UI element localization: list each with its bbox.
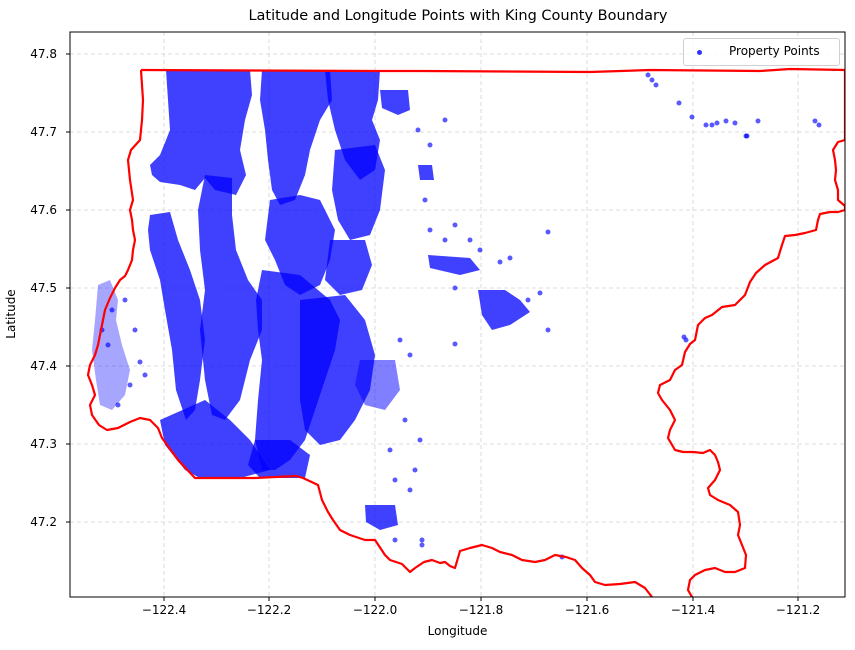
y-tick-label: 47.6 [30,203,57,217]
county-boundary-south [86,69,653,597]
y-tick-label: 47.7 [30,125,57,139]
county-boundary [140,67,845,597]
y-tick-label: 47.2 [30,515,57,529]
x-tick-label: −121.6 [564,603,610,617]
x-axis-label: Longitude [427,624,488,638]
x-tick-label: −122.0 [352,603,398,617]
x-tick-label: −121.2 [775,603,821,617]
axes-frame [69,31,846,598]
legend-marker-icon [697,50,702,55]
x-tick-label: −121.4 [670,603,716,617]
chart-title: Latitude and Longitude Points with King … [248,8,668,24]
y-tick-label: 47.8 [30,47,57,61]
x-tick-label: −121.8 [458,603,504,617]
legend-label: Property Points [729,44,820,58]
property-points [92,70,530,530]
x-tick-label: −122.2 [246,603,292,617]
y-tick-label: 47.4 [30,359,57,373]
y-tick-label: 47.5 [30,281,57,295]
y-axis-label: Latitude [4,289,18,339]
sparse-points [99,72,822,560]
y-tick-label: 47.3 [30,437,57,451]
tick-marks [66,53,799,601]
x-tick-label: −122.4 [141,603,187,617]
legend: Property Points [683,38,840,66]
